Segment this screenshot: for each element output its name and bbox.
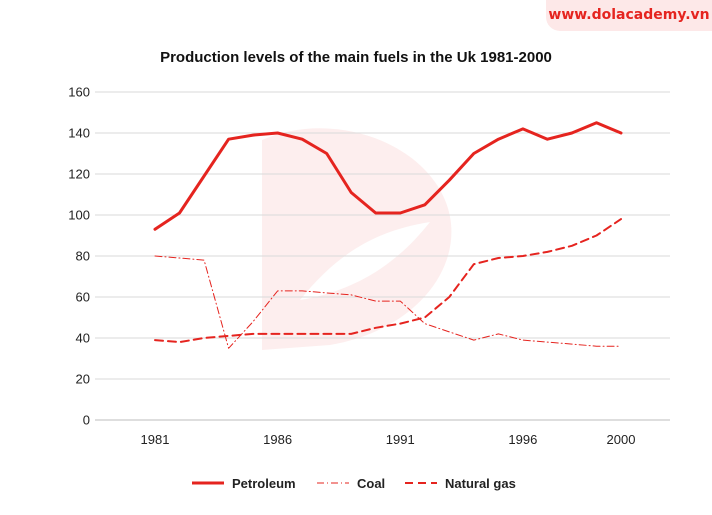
series-line-petroleum bbox=[153, 121, 623, 231]
series-line-coal bbox=[154, 255, 622, 349]
watermark-logo-icon bbox=[262, 128, 452, 350]
watermark-badge: www.dolacademy.vn bbox=[546, 0, 712, 31]
series-lines bbox=[153, 121, 623, 349]
x-tick-label-1986: 1986 bbox=[263, 432, 292, 447]
series-line-natural-gas bbox=[154, 218, 622, 344]
x-tick-label-1991: 1991 bbox=[386, 432, 415, 447]
x-axis-tick-labels: 1981 1986 1991 1996 2000 bbox=[141, 432, 636, 447]
gridlines bbox=[95, 91, 670, 421]
y-tick-label-20: 20 bbox=[76, 372, 90, 387]
chart-title: Production levels of the main fuels in t… bbox=[160, 49, 552, 66]
y-tick-label-60: 60 bbox=[76, 290, 90, 305]
legend: Petroleum Coal Natural gas bbox=[192, 476, 516, 491]
y-axis-tick-labels: 0 20 40 60 80 100 120 140 160 bbox=[68, 85, 90, 428]
y-tick-label-0: 0 bbox=[83, 413, 90, 428]
y-tick-label-80: 80 bbox=[76, 249, 90, 264]
watermark-url: www.dolacademy.vn bbox=[548, 7, 710, 23]
legend-label-natural-gas: Natural gas bbox=[445, 476, 516, 491]
legend-label-coal: Coal bbox=[357, 476, 385, 491]
x-tick-label-1981: 1981 bbox=[141, 432, 170, 447]
y-tick-label-40: 40 bbox=[76, 331, 90, 346]
y-tick-label-120: 120 bbox=[68, 167, 90, 182]
legend-label-petroleum: Petroleum bbox=[232, 476, 296, 491]
y-tick-label-160: 160 bbox=[68, 85, 90, 100]
y-tick-label-100: 100 bbox=[68, 208, 90, 223]
y-tick-label-140: 140 bbox=[68, 126, 90, 141]
x-tick-label-1996: 1996 bbox=[508, 432, 537, 447]
x-tick-label-2000: 2000 bbox=[607, 432, 636, 447]
